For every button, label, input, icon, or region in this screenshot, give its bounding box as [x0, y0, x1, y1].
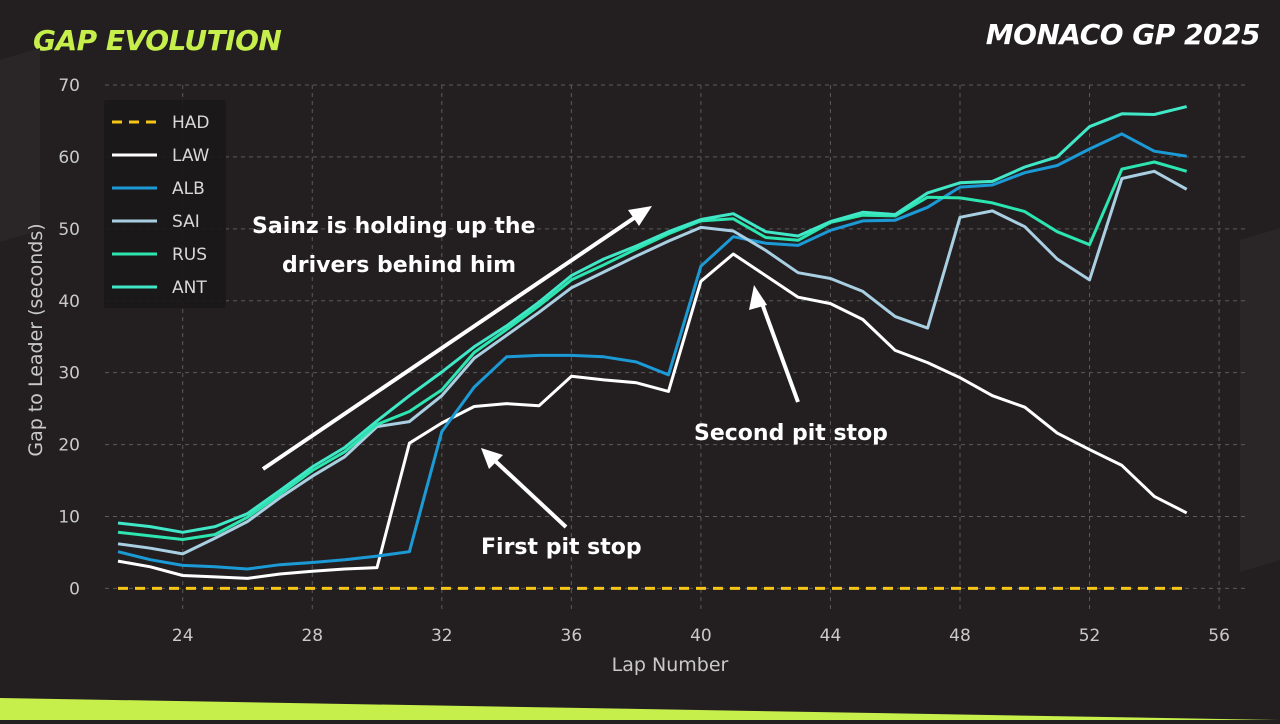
x-axis-label: Lap Number — [612, 654, 729, 676]
annotation-arrowhead-second-pit — [749, 285, 767, 310]
y-axis-label: Gap to Leader (seconds) — [25, 223, 47, 456]
series-line-law — [117, 252, 1188, 580]
annotation-arrow-sainz — [261, 212, 642, 471]
legend-label-had: HAD — [172, 113, 210, 133]
series-line-sai — [117, 169, 1188, 556]
chart-series — [117, 105, 1188, 590]
series-line-rus — [117, 160, 1188, 541]
annotation-arrowhead-sainz — [628, 206, 652, 226]
bottom-accent-band — [0, 690, 1280, 720]
annotation-first-pit-stop: First pit stop — [481, 448, 642, 560]
chart-grid — [105, 84, 1245, 610]
x-tick-label: 28 — [301, 626, 323, 646]
x-tick-label: 36 — [561, 626, 583, 646]
annotation-arrowhead-first-pit — [481, 448, 503, 469]
x-tick-label: 52 — [1079, 626, 1101, 646]
event-title: MONACO GP 2025 — [985, 18, 1261, 51]
annotation-text-second-pit: Second pit stop — [694, 421, 888, 446]
y-tick-label: 70 — [58, 76, 80, 96]
y-tick-label: 60 — [58, 148, 80, 168]
series-line-ant — [117, 105, 1188, 534]
x-tick-label: 56 — [1208, 626, 1230, 646]
annotation-sainz: Sainz is holding up the drivers behind h… — [252, 206, 652, 471]
annotation-arrow-second-pit — [758, 297, 800, 403]
y-tick-label: 20 — [58, 436, 80, 456]
annotation-text-sainz-line1: Sainz is holding up the — [252, 214, 536, 239]
y-tick-label: 30 — [58, 364, 80, 384]
y-tick-label: 0 — [69, 579, 80, 599]
annotation-arrow-first-pit — [490, 456, 568, 529]
legend-label-alb: ALB — [172, 179, 205, 199]
series-line-alb — [117, 132, 1187, 571]
legend-label-rus: RUS — [172, 245, 207, 265]
y-axis-ticks: 0 10 20 30 40 50 60 70 — [58, 76, 80, 599]
annotation-text-first-pit: First pit stop — [481, 535, 642, 560]
y-tick-label: 40 — [58, 292, 80, 312]
legend-label-sai: SAI — [172, 212, 200, 232]
x-axis-ticks: 24 28 32 36 40 44 48 52 56 — [172, 626, 1230, 646]
x-tick-label: 40 — [690, 626, 712, 646]
background-decoration — [0, 48, 1280, 572]
x-tick-label: 32 — [431, 626, 453, 646]
y-tick-label: 10 — [58, 508, 80, 528]
legend-box — [104, 100, 226, 308]
y-tick-label: 50 — [58, 220, 80, 240]
x-tick-label: 24 — [172, 626, 194, 646]
legend: HAD LAW ALB SAI RUS ANT — [112, 113, 210, 298]
x-tick-label: 44 — [820, 626, 842, 646]
legend-label-law: LAW — [172, 146, 210, 166]
annotation-second-pit-stop: Second pit stop — [694, 285, 888, 446]
x-tick-label: 48 — [949, 626, 971, 646]
page-title: GAP EVOLUTION — [33, 24, 282, 57]
legend-label-ant: ANT — [172, 278, 207, 298]
annotation-text-sainz-line2: drivers behind him — [282, 253, 516, 278]
